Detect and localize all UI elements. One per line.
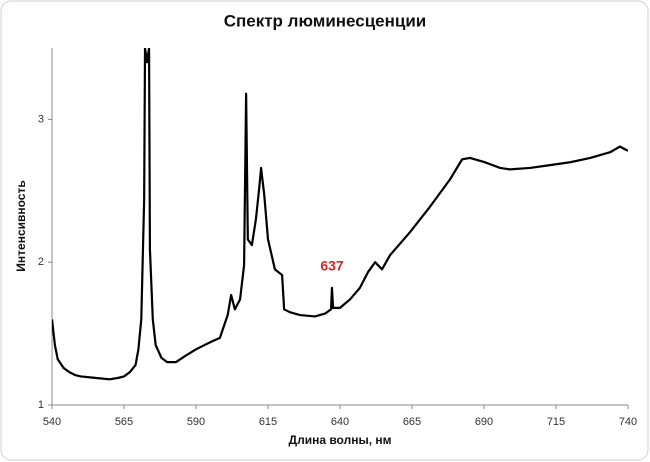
x-tick-label: 615	[259, 416, 277, 428]
x-tick-label: 565	[115, 416, 133, 428]
x-tick-label: 640	[331, 416, 349, 428]
x-tick-label: 690	[475, 416, 493, 428]
x-tick-label: 540	[43, 416, 61, 428]
y-tick-label: 2	[38, 256, 44, 268]
x-axis-title: Длина волны, нм	[289, 433, 392, 447]
chart-title: Спектр люминесценции	[224, 11, 427, 30]
x-tick-label: 715	[547, 416, 565, 428]
annotation: 637	[320, 258, 344, 274]
y-tick-label: 1	[38, 399, 44, 411]
spectrum-line	[52, 48, 628, 381]
x-tick-label: 590	[187, 416, 205, 428]
x-tick-label: 740	[619, 416, 637, 428]
y-axis-title: Интенсивность	[14, 180, 28, 271]
x-tick-label: 665	[403, 416, 421, 428]
y-tick-label: 3	[38, 113, 44, 125]
